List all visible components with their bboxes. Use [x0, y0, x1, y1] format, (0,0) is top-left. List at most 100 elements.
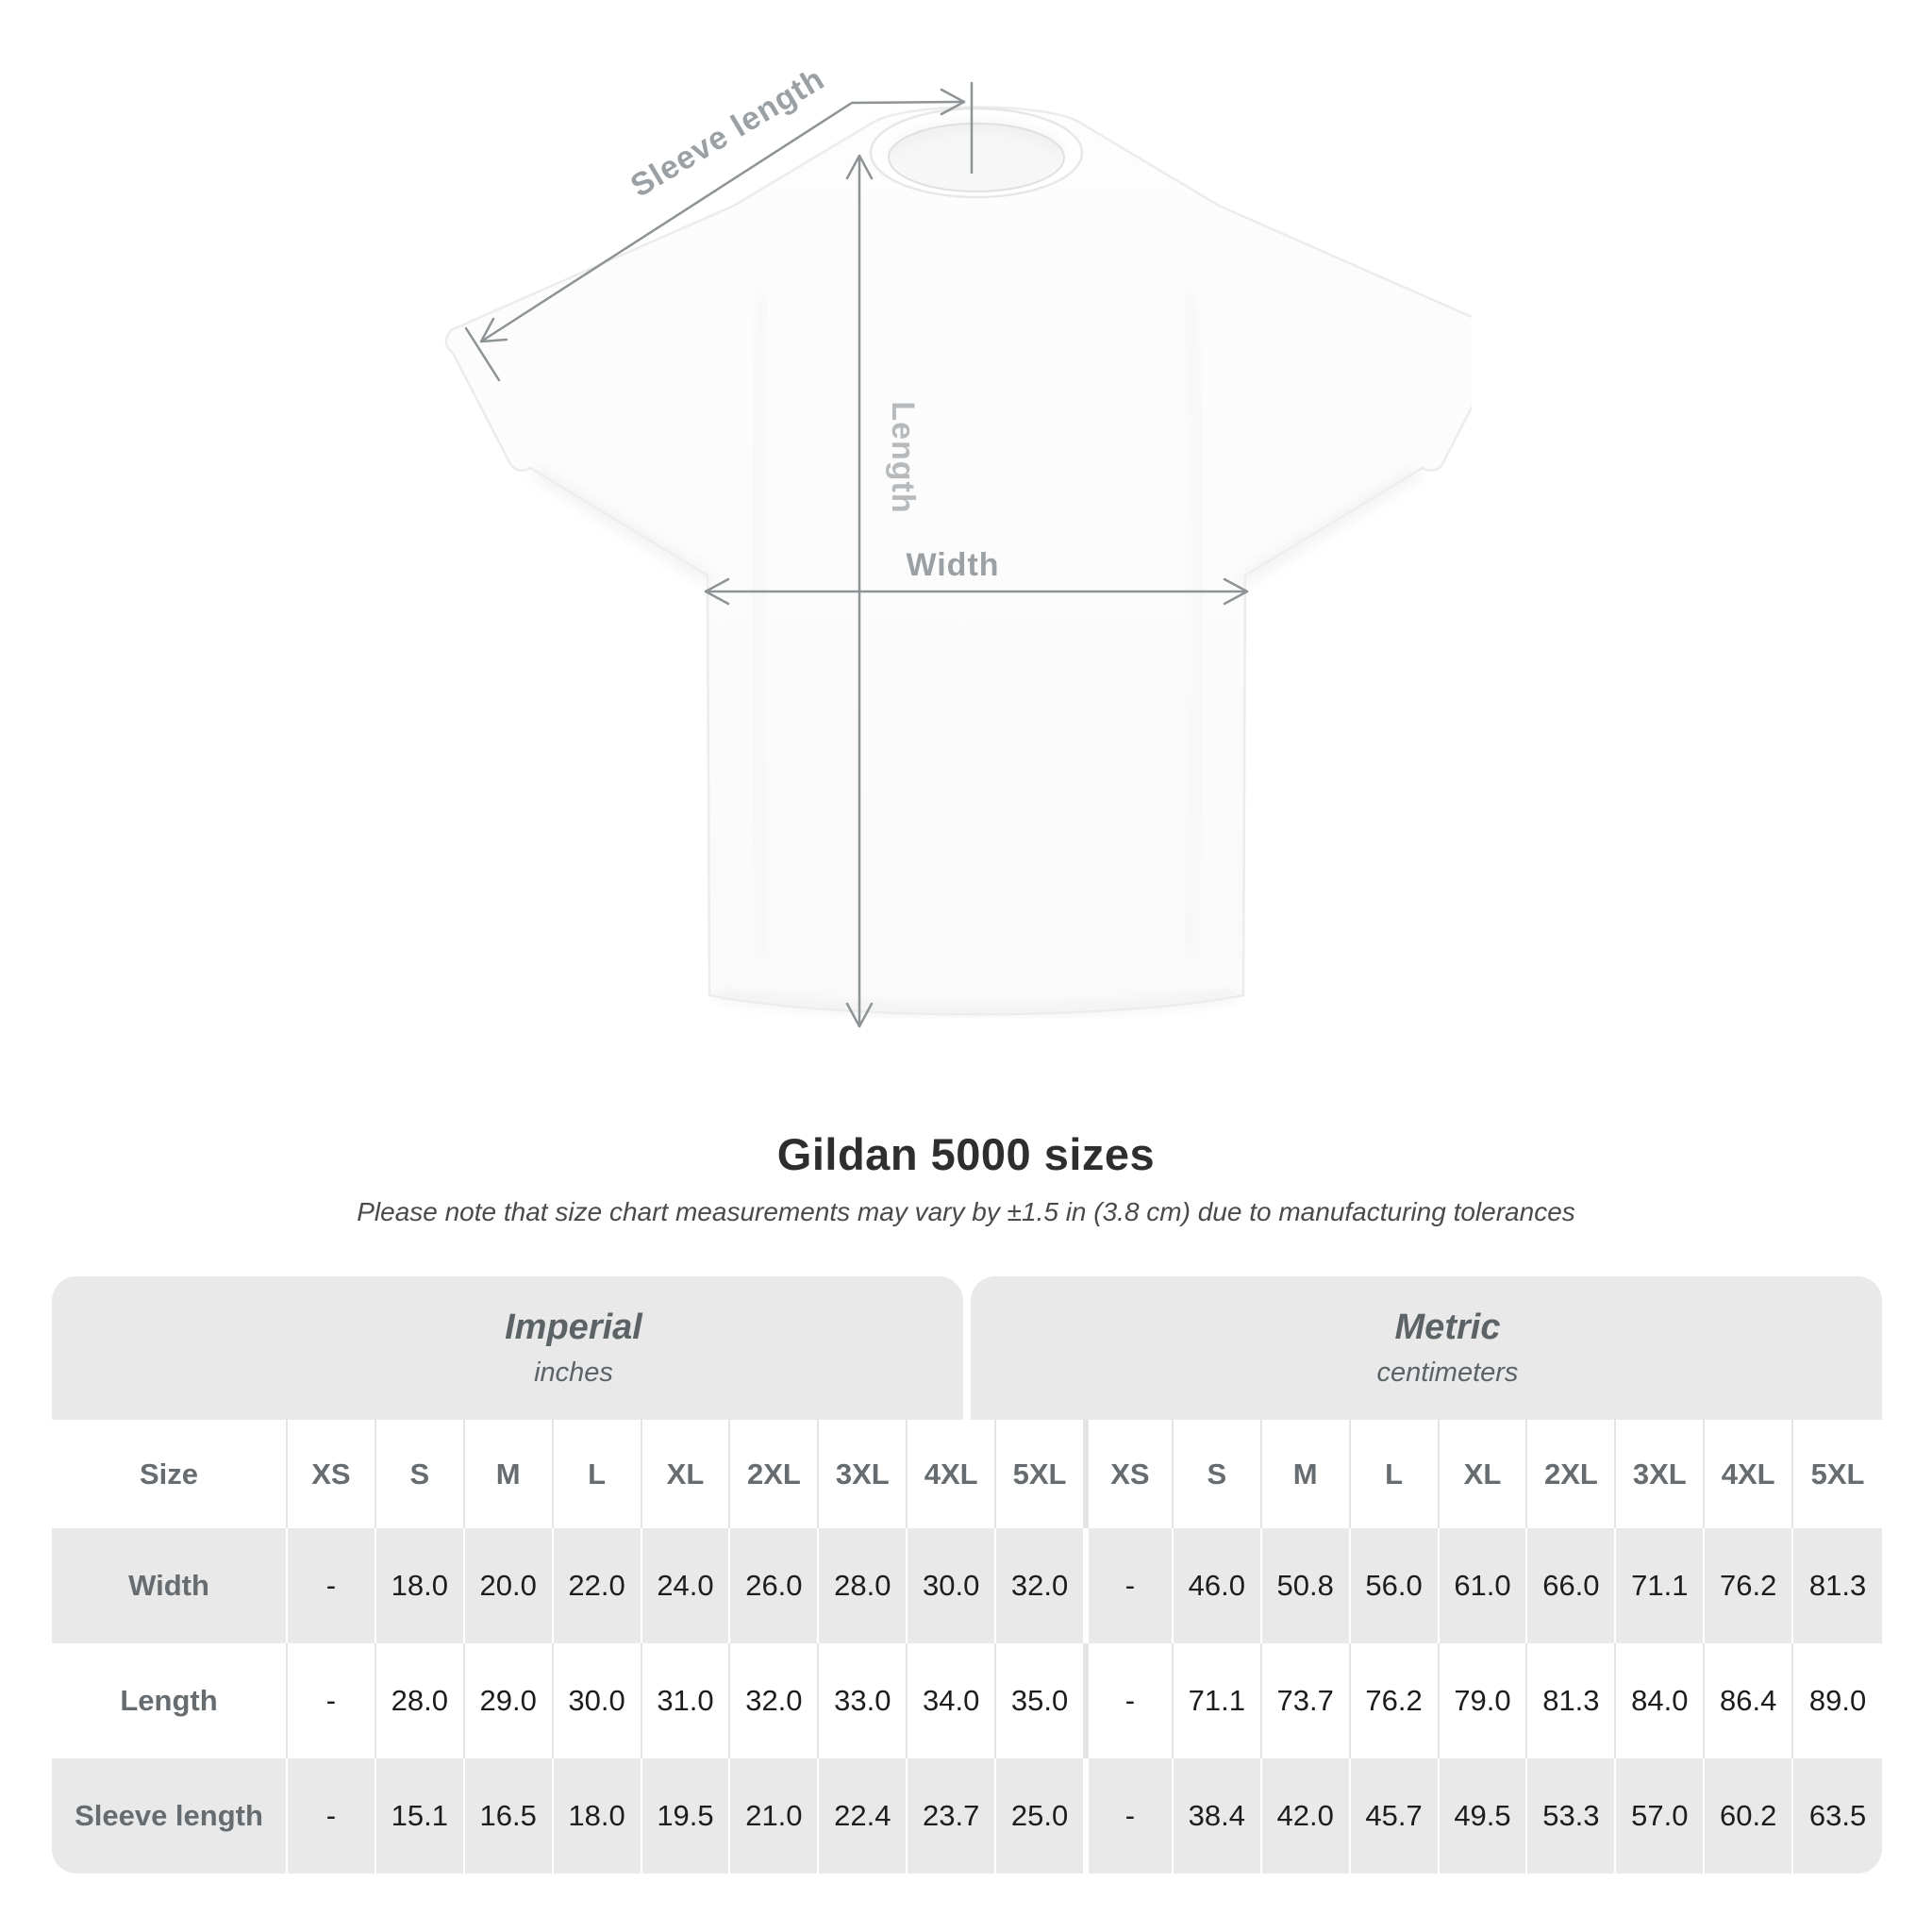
size-header-metric-m: M — [1262, 1420, 1351, 1528]
table-cell: 24.0 — [642, 1528, 731, 1643]
group-name: Imperial — [505, 1307, 642, 1347]
group-unit: inches — [534, 1357, 613, 1388]
size-header-metric-xl: XL — [1440, 1420, 1528, 1528]
size-header-imperial-m: M — [465, 1420, 554, 1528]
cuff-tick — [464, 326, 501, 382]
size-table: Imperial inches Metric centimeters Size … — [52, 1276, 1882, 1874]
title-block: Gildan 5000 sizes Please note that size … — [0, 1128, 1932, 1227]
table-cell: 81.3 — [1527, 1643, 1617, 1758]
size-header-imperial-3xl: 3XL — [819, 1420, 908, 1528]
table-cell: 71.1 — [1616, 1528, 1706, 1643]
table-cell: 38.4 — [1174, 1758, 1262, 1874]
table-cell: 63.5 — [1808, 1799, 1867, 1832]
table-cell: 84.0 — [1616, 1643, 1706, 1758]
table-cell: 76.2 — [1705, 1528, 1794, 1643]
table-cell: 15.1 — [376, 1758, 465, 1874]
size-header-metric-3xl: 3XL — [1616, 1420, 1706, 1528]
sleeve-length-arrow — [464, 81, 974, 382]
table-cell: 66.0 — [1527, 1528, 1617, 1643]
size-header-imperial-s: S — [376, 1420, 465, 1528]
table-cell: 46.0 — [1174, 1528, 1262, 1643]
table-cell: 30.0 — [554, 1643, 642, 1758]
table-cell: 32.0 — [730, 1643, 820, 1758]
table-cell: 30.0 — [908, 1528, 997, 1643]
page-title: Gildan 5000 sizes — [776, 1129, 1156, 1179]
unit-group-header-row: Imperial inches Metric centimeters — [52, 1276, 1882, 1420]
size-header-imperial-xl: XL — [642, 1420, 731, 1528]
size-header-metric-4xl: 4XL — [1705, 1420, 1794, 1528]
table-cell: 22.0 — [554, 1528, 642, 1643]
row-label: Width — [52, 1528, 288, 1643]
tshirt-collar — [869, 107, 1084, 199]
table-cell: 18.0 — [554, 1758, 642, 1874]
table-cell: 81.3 — [1808, 1569, 1867, 1602]
row-label: Length — [52, 1643, 288, 1758]
length-label: Length — [885, 401, 921, 513]
width-arrow — [704, 577, 1249, 606]
table-cell: 22.4 — [819, 1758, 908, 1874]
table-cell: 53.3 — [1527, 1758, 1617, 1874]
table-cell: 61.0 — [1440, 1528, 1528, 1643]
table-cell: 28.0 — [376, 1643, 465, 1758]
size-column-header: Size — [52, 1420, 288, 1528]
table-cell: - — [1084, 1528, 1174, 1643]
table-cell: 56.0 — [1351, 1528, 1440, 1643]
table-row-length: Length - 28.0 29.0 30.0 31.0 32.0 33.0 3… — [52, 1643, 1882, 1758]
group-name: Metric — [1394, 1307, 1501, 1347]
table-cell: 33.0 — [819, 1643, 908, 1758]
table-cell: 25.0 — [996, 1758, 1085, 1874]
size-header-imperial-5xl: 5XL — [996, 1420, 1085, 1528]
group-unit: centimeters — [1376, 1357, 1519, 1388]
table-cell: - — [1084, 1758, 1174, 1874]
table-cell: 71.1 — [1174, 1643, 1262, 1758]
size-header-metric-5xl: 5XL — [1810, 1457, 1865, 1491]
table-cell: - — [288, 1528, 376, 1643]
table-row-width: Width - 18.0 20.0 22.0 24.0 26.0 28.0 30… — [52, 1528, 1882, 1643]
size-header-imperial-2xl: 2XL — [730, 1420, 820, 1528]
table-cell: - — [288, 1758, 376, 1874]
table-cell: 20.0 — [465, 1528, 554, 1643]
table-cell: 79.0 — [1440, 1643, 1528, 1758]
table-cell: 21.0 — [730, 1758, 820, 1874]
size-header-metric-s: S — [1174, 1420, 1262, 1528]
table-cell: 28.0 — [819, 1528, 908, 1643]
page-subtitle: Please note that size chart measurements… — [357, 1197, 1575, 1226]
size-header-row: Size XS S M L XL 2XL 3XL 4XL 5XL XS S M … — [52, 1420, 1882, 1528]
table-cell: 35.0 — [996, 1643, 1085, 1758]
table-cell: 76.2 — [1351, 1643, 1440, 1758]
table-cell: 86.4 — [1705, 1643, 1794, 1758]
table-cell: 50.8 — [1262, 1528, 1351, 1643]
size-header-imperial-l: L — [554, 1420, 642, 1528]
table-cell: 89.0 — [1808, 1684, 1867, 1717]
table-cell: - — [1084, 1643, 1174, 1758]
table-cell: 45.7 — [1351, 1758, 1440, 1874]
tshirt-illustration: Sleeve length Length Width — [444, 60, 1472, 1028]
row-label: Sleeve length — [52, 1758, 288, 1874]
group-header-imperial: Imperial inches — [52, 1276, 963, 1420]
table-cell: 23.7 — [908, 1758, 997, 1874]
size-header-metric-l: L — [1351, 1420, 1440, 1528]
width-label: Width — [906, 547, 999, 583]
table-cell: 49.5 — [1440, 1758, 1528, 1874]
table-cell: 19.5 — [642, 1758, 731, 1874]
table-cell: 57.0 — [1616, 1758, 1706, 1874]
size-header-metric-2xl: 2XL — [1527, 1420, 1617, 1528]
tshirt-shape — [444, 106, 1472, 1016]
table-cell: 31.0 — [642, 1643, 731, 1758]
table-cell: 73.7 — [1262, 1643, 1351, 1758]
table-cell: 26.0 — [730, 1528, 820, 1643]
table-cell: - — [288, 1643, 376, 1758]
table-cell: 32.0 — [996, 1528, 1085, 1643]
table-cell: 34.0 — [908, 1643, 997, 1758]
table-cell: 42.0 — [1262, 1758, 1351, 1874]
table-row-sleeve-length: Sleeve length - 15.1 16.5 18.0 19.5 21.0… — [52, 1758, 1882, 1874]
table-cell: 18.0 — [376, 1528, 465, 1643]
group-header-metric: Metric centimeters — [971, 1276, 1882, 1420]
table-cell: 16.5 — [465, 1758, 554, 1874]
tshirt-measurement-diagram: Sleeve length Length Width — [358, 47, 1472, 1085]
size-header-imperial-xs: XS — [288, 1420, 376, 1528]
table-cell: 29.0 — [465, 1643, 554, 1758]
table-cell: 60.2 — [1705, 1758, 1794, 1874]
size-header-metric-xs: XS — [1084, 1420, 1174, 1528]
size-header-imperial-4xl: 4XL — [908, 1420, 997, 1528]
